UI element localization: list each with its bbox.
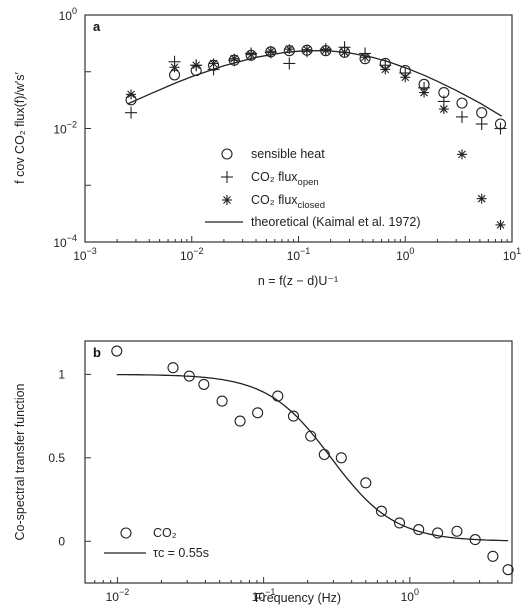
co2-point (216, 395, 228, 407)
y-tick-label: 0 (58, 534, 65, 548)
legend-label-co2-open: CO₂ fluxopen (251, 170, 319, 188)
co2-closed-point (438, 104, 449, 115)
sensible-heat-point (476, 107, 488, 119)
co2-closed-point (169, 62, 180, 73)
co2-closed-point (208, 58, 219, 69)
co2-closed-point (360, 52, 371, 63)
co2-closed-point (339, 47, 350, 58)
panel-b-tick-labels: 10−2 10−1 100 0 0.5 1 (48, 367, 419, 604)
legend-co2-circle-marker (120, 527, 132, 539)
legend-label-theoretical: theoretical (Kaimal et al. 1972) (251, 215, 421, 229)
co2-closed-point (380, 64, 391, 75)
co2-closed-point (320, 45, 331, 56)
transfer-function-curve (116, 373, 509, 542)
legend-plus-marker (221, 171, 233, 183)
co2-closed-point (284, 44, 295, 55)
panel-a-letter: a (93, 19, 101, 34)
panel-a-tick-labels: 10−3 10−2 10−1 100 101 10−4 10−2 100 (53, 6, 521, 263)
x-tick-label: 10−1 (252, 587, 276, 604)
co2-open-point (283, 57, 296, 70)
panel-b-frame (84, 340, 513, 584)
co2-point (360, 477, 372, 489)
panel-a-points (125, 41, 507, 230)
co2-point (487, 550, 499, 562)
panel-b-letter: b (93, 345, 101, 360)
co2-point (272, 390, 284, 402)
co2-closed-point (476, 193, 487, 204)
panel-b-ticks (84, 373, 513, 583)
x-tick-label: 10−3 (73, 246, 97, 263)
x-tick-label: 100 (401, 587, 419, 604)
panel-a-xlabel: n = f(z − d)U⁻¹ (258, 274, 338, 288)
co2-point (375, 505, 388, 517)
co2-closed-point (246, 49, 257, 60)
panel-a-legend: sensible heat CO₂ fluxopen CO₂ fluxclose… (205, 147, 421, 229)
co2-point (432, 527, 444, 539)
co2-point (167, 362, 179, 374)
theoretical-curve (127, 49, 503, 117)
co2-point (198, 378, 210, 390)
co2-point (305, 430, 317, 442)
co2-closed-point (126, 89, 137, 100)
legend-label-co2: CO₂ (153, 526, 177, 540)
x-tick-label: 10−2 (106, 587, 130, 604)
co2-closed-point (229, 53, 240, 64)
co2-closed-point (419, 87, 430, 98)
co2-point (183, 370, 195, 382)
co2-open-point (475, 118, 488, 131)
co2-point (111, 345, 123, 357)
co2-closed-point (301, 44, 312, 55)
x-tick-label: 101 (503, 246, 521, 263)
panel-a-ticks (84, 14, 513, 243)
co2-closed-point (456, 149, 467, 160)
panel-a-ylabel: f cov CO₂ flux(f)/w′s′ (13, 72, 27, 184)
sensible-heat-point (456, 97, 468, 109)
panel-b-points (111, 345, 514, 576)
co2-point (335, 452, 347, 464)
legend-label-tau: τc = 0.55s (153, 546, 209, 560)
legend-label-sensible-heat: sensible heat (251, 147, 325, 161)
panel-a: a 10−3 10−2 10−1 100 101 10−4 10−2 100 sensible… (13, 6, 521, 288)
y-tick-label: 10−4 (53, 233, 77, 250)
x-tick-label: 10−1 (287, 246, 311, 263)
co2-point (393, 517, 406, 529)
co2-point (252, 407, 264, 419)
legend-asterisk-marker (222, 195, 232, 205)
legend-asterisk (222, 195, 232, 205)
co2-open-point (455, 110, 468, 123)
co2-point (469, 534, 481, 546)
panel-b: b 10−2 10−1 100 0 0.5 1 CO₂ τc = 0.55s Freque… (13, 340, 514, 605)
co2-closed-point (191, 60, 202, 71)
panel-b-ylabel: Co-spectral transfer function (13, 383, 27, 540)
y-tick-label: 1 (58, 367, 65, 381)
co2-open-point (494, 122, 507, 135)
co2-point (502, 564, 514, 576)
y-tick-label: 0.5 (48, 451, 65, 465)
co2-point (287, 410, 300, 422)
co2-point (413, 524, 425, 536)
y-tick-label: 10−2 (53, 120, 77, 137)
co2-point (318, 448, 330, 461)
co2-closed-point (400, 72, 411, 83)
legend-label-co2-closed: CO₂ fluxclosed (251, 193, 325, 211)
y-tick-label: 100 (59, 6, 77, 23)
panel-b-xlabel: Frequency (Hz) (255, 591, 341, 605)
x-tick-label: 10−2 (180, 246, 204, 263)
panel-b-legend: CO₂ τc = 0.55s (104, 526, 209, 560)
co2-point (234, 415, 246, 427)
x-tick-label: 100 (396, 246, 414, 263)
co2-closed-point (495, 219, 506, 230)
co2-closed-point (265, 46, 276, 57)
legend-circle-marker (221, 148, 233, 160)
co2-open-point (125, 106, 138, 119)
co2-point (451, 525, 463, 537)
